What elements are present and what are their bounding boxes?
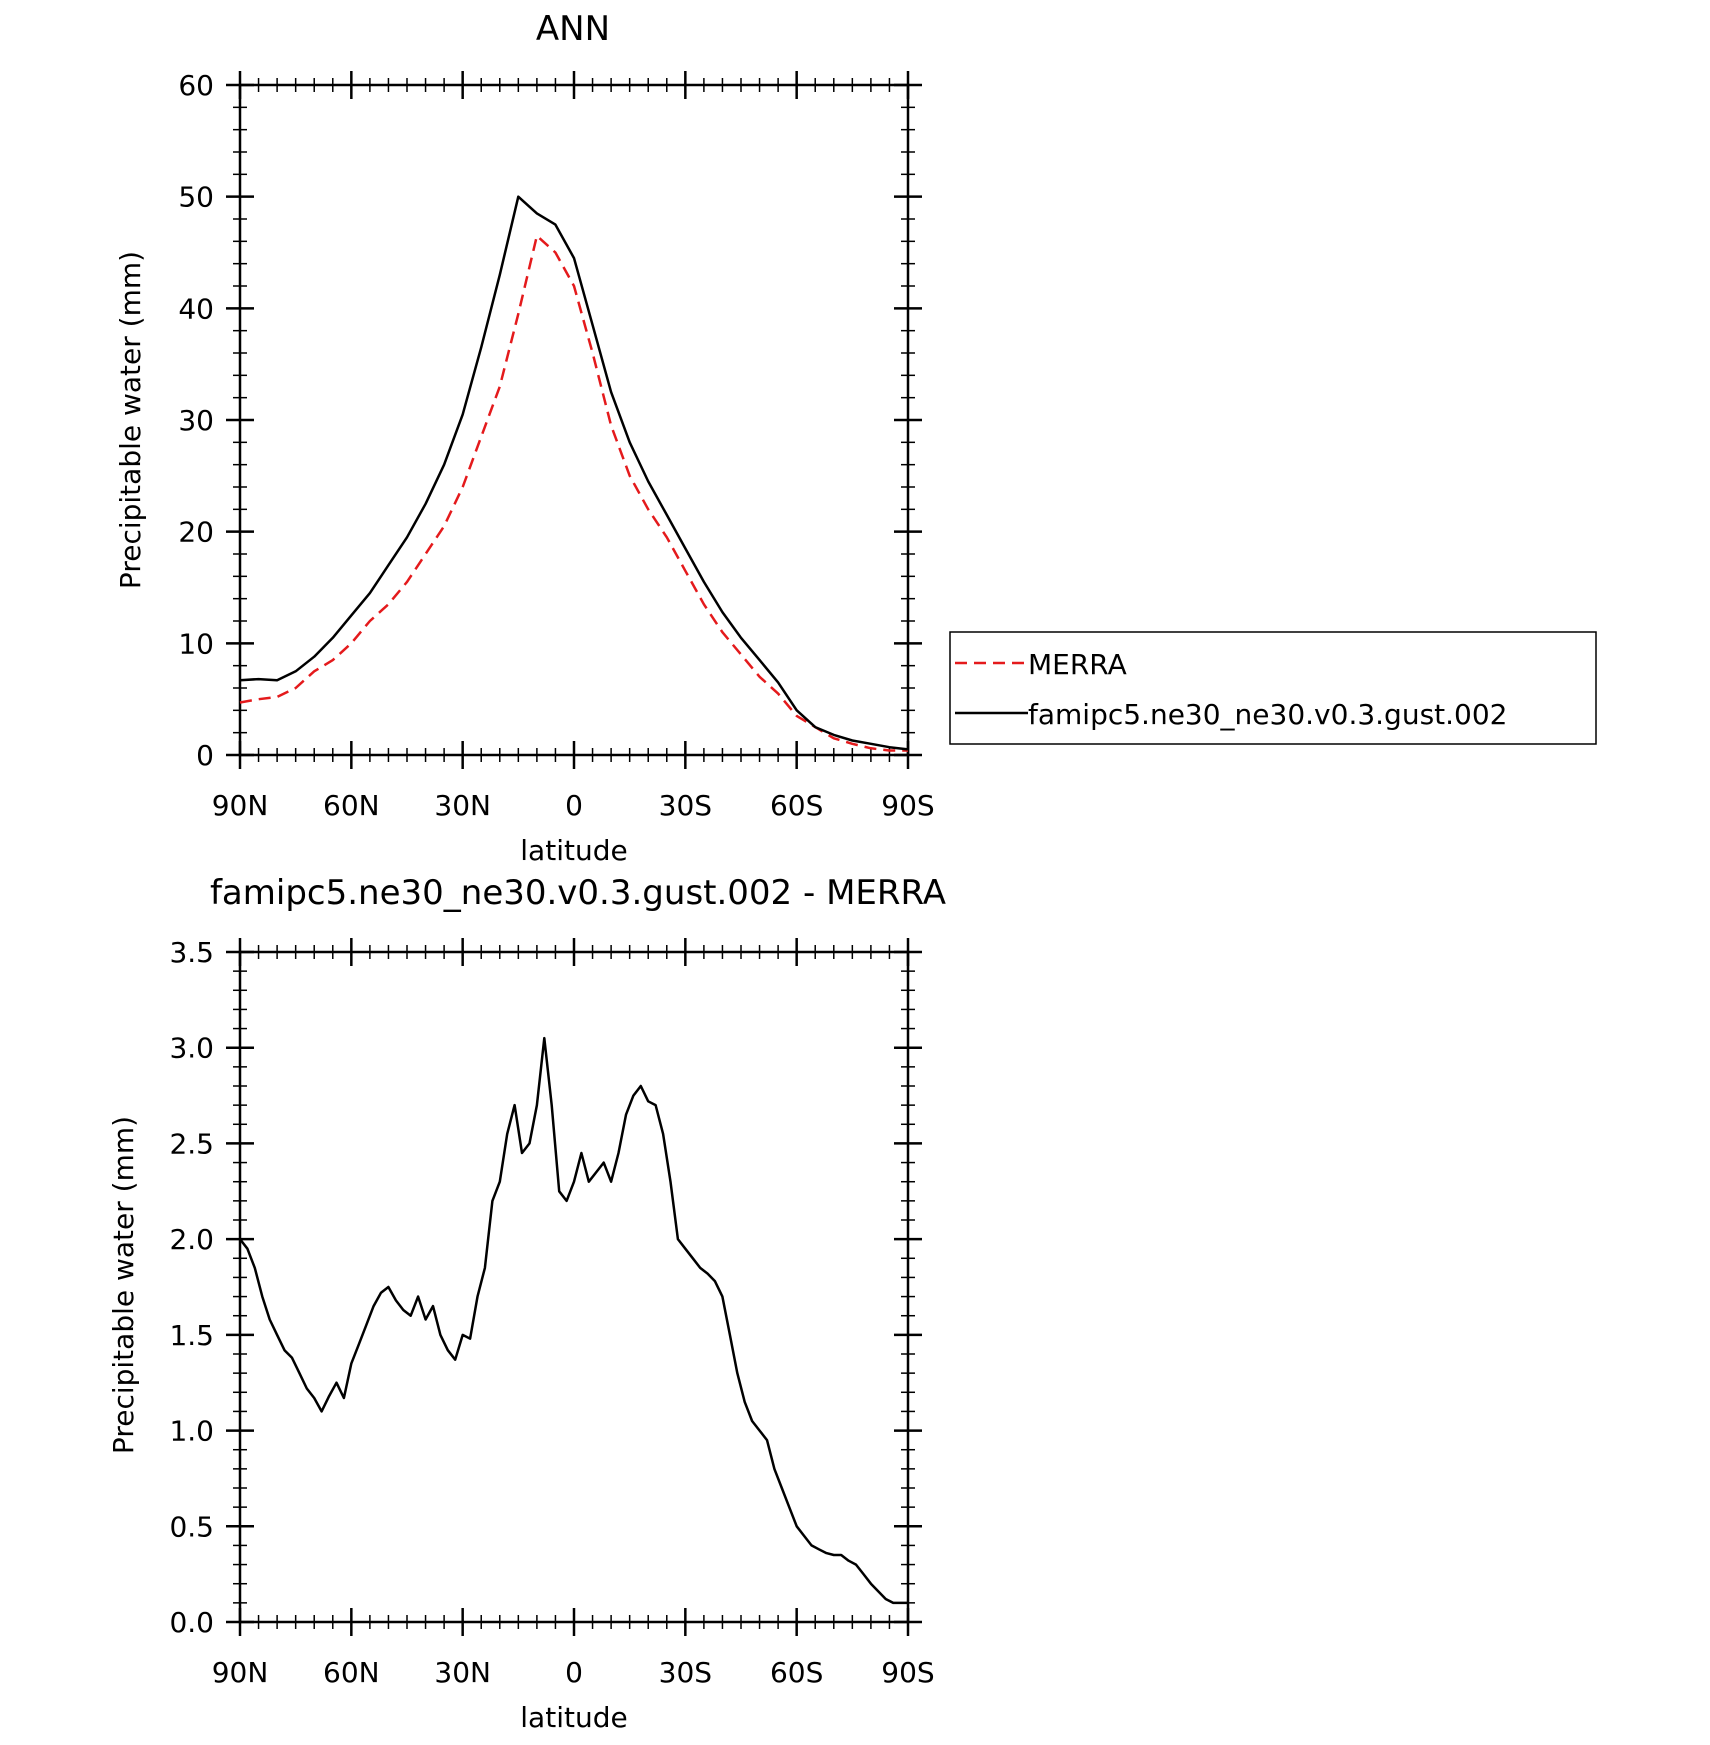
bottom-x-axis-label: latitude [520,1701,627,1734]
bottom-panel: famipc5.ne30_ne30.v0.3.gust.002 - MERRA … [107,873,946,1734]
legend-label-merra: MERRA [1028,648,1127,681]
top-series-lines [239,195,909,752]
x-tick-label: 60S [770,1656,823,1689]
y-tick-label: 0.5 [169,1510,214,1543]
x-tick-label: 60N [323,789,380,822]
x-tick-label: 90S [881,1656,934,1689]
y-tick-label: 60 [178,69,214,102]
top-panel: ANN 0 10 20 30 40 50 60 90N 60N 30N 0 30S 60S 90S la… [114,9,1597,867]
y-tick-label: 50 [178,181,214,214]
top-x-axis-label: latitude [520,834,627,867]
model-line [239,1036,908,1605]
top-x-axis: 90N 60N 30N 0 30S 60S 90S [212,71,935,822]
y-tick-label: 3.5 [169,936,214,969]
x-tick-label: 90S [881,789,934,822]
y-tick-label: 2.5 [169,1127,214,1160]
x-tick-label: 0 [565,789,583,822]
merra-line [239,234,908,752]
x-tick-label: 30S [659,789,712,822]
bottom-plot-frame [238,950,910,1624]
x-tick-label: 60S [770,789,823,822]
top-chart-title: ANN [536,9,610,49]
bottom-y-axis-label: Precipitable water (mm) [107,1116,140,1454]
x-tick-label: 90N [212,1656,269,1689]
legend: MERRA famipc5.ne30_ne30.v0.3.gust.002 [949,631,1597,745]
legend-box [949,631,1597,745]
x-tick-label: 30S [659,1656,712,1689]
y-tick-label: 1.0 [169,1415,214,1448]
top-y-axis: 0 10 20 30 40 50 60 [178,69,922,772]
bottom-chart-title: famipc5.ne30_ne30.v0.3.gust.002 - MERRA [210,873,946,913]
y-tick-label: 40 [178,292,214,325]
y-tick-label: 3.0 [169,1032,214,1065]
x-tick-label: 90N [212,789,269,822]
x-tick-label: 0 [565,1656,583,1689]
x-tick-label: 30N [434,1656,491,1689]
x-tick-label: 60N [323,1656,380,1689]
top-y-axis-label: Precipitable water (mm) [114,251,147,589]
y-tick-label: 0 [196,739,214,772]
bottom-x-axis: 90N 60N 30N 0 30S 60S 90S [212,938,935,1689]
legend-label-model: famipc5.ne30_ne30.v0.3.gust.002 [1028,698,1508,731]
y-tick-label: 0.0 [169,1606,214,1639]
y-tick-label: 10 [178,627,214,660]
y-tick-label: 30 [178,404,214,437]
model-line [239,195,909,751]
y-tick-label: 1.5 [169,1319,214,1352]
x-tick-label: 30N [434,789,491,822]
bottom-series-lines [239,1036,908,1605]
y-tick-label: 20 [178,516,214,549]
y-tick-label: 2.0 [169,1223,214,1256]
